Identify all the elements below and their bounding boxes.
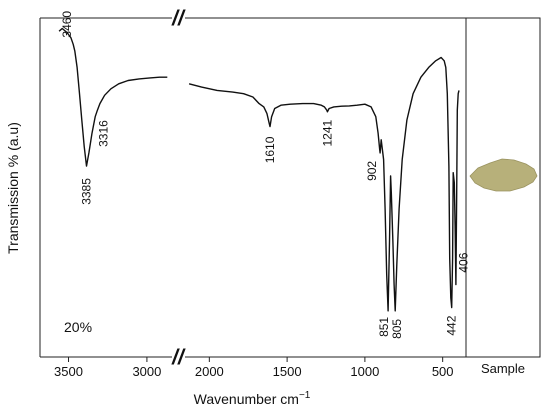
peak-label-1241: 1241 — [320, 119, 334, 146]
x-axis-label-superscript: −1 — [299, 390, 311, 401]
peak-label-805: 805 — [390, 319, 404, 339]
x-tick-label: 500 — [432, 364, 454, 379]
scale-annotation: 20% — [64, 319, 92, 335]
spectrum-lines — [58, 27, 460, 312]
x-tick-label: 3000 — [132, 364, 161, 379]
spectrum-line-segment-2 — [188, 56, 460, 312]
x-axis-label-text: Wavenumber cm — [194, 391, 299, 407]
peak-label-3316: 3316 — [96, 120, 110, 147]
peak-annotations: 3460 3385 3316 1610 1241 902 851 805 442 406 — [60, 11, 470, 339]
x-tick-label: 1500 — [273, 364, 302, 379]
sample-swatch — [469, 158, 538, 192]
x-tick-label: 1000 — [350, 364, 379, 379]
x-axis-label: Wavenumber cm−1 — [194, 390, 311, 407]
sample-panel — [465, 17, 541, 358]
peak-label-3460: 3460 — [60, 11, 74, 38]
peak-label-406: 406 — [456, 252, 470, 272]
axis-break-top: // — [171, 7, 186, 30]
spectrum-line-segment-1 — [58, 27, 168, 167]
peak-label-902: 902 — [365, 161, 379, 181]
peak-label-3385: 3385 — [80, 178, 94, 205]
x-tick-label: 2000 — [195, 364, 224, 379]
x-tick-label: 3500 — [54, 364, 83, 379]
sample-label: Sample — [481, 361, 525, 376]
peak-label-1610: 1610 — [263, 136, 277, 163]
peak-label-442: 442 — [445, 315, 459, 335]
peak-label-851: 851 — [377, 317, 391, 337]
y-axis-label: Transmission % (a.u) — [5, 122, 21, 254]
axis-break-bottom: // — [171, 346, 186, 369]
x-axis-ticks: 3500 3000 2000 1500 1000 500 — [54, 357, 454, 379]
